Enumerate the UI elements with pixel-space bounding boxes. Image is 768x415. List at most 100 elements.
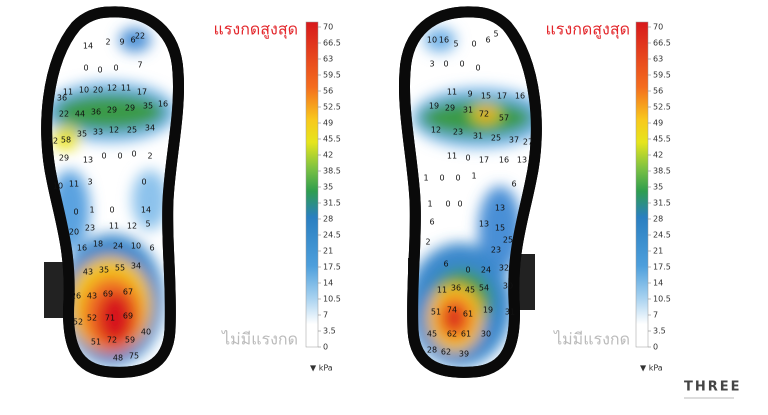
tick-label: 63 <box>323 55 333 64</box>
pressure-reading: 52 <box>73 318 83 327</box>
tick-label: 35 <box>323 183 333 192</box>
pressure-reading: 69 <box>123 312 133 321</box>
pressure-reading: 6 <box>511 180 516 189</box>
pressure-reading: 16 <box>158 100 168 109</box>
tick-label: 70 <box>653 23 663 32</box>
pressure-reading: 2 <box>147 152 152 161</box>
pressure-reading: 3 <box>87 178 92 187</box>
min-label: ไม่มีแรงกด <box>220 330 298 349</box>
pressure-reading: 2 <box>425 238 430 247</box>
pressure-reading: 36 <box>451 284 461 293</box>
tick-label: 31.5 <box>653 199 671 208</box>
tick-label: 28 <box>653 215 663 224</box>
pressure-reading: 24 <box>113 242 123 251</box>
pressure-reading: 45 <box>465 286 475 295</box>
pressure-reading: 22 <box>59 110 69 119</box>
pressure-reading: 29 <box>107 106 117 115</box>
pressure-reading: 51 <box>431 308 441 317</box>
pressure-reading: 29 <box>59 154 69 163</box>
pressure-reading: 51 <box>91 338 101 347</box>
pressure-reading: 34 <box>131 262 141 271</box>
pressure-reading: 12 <box>431 126 441 135</box>
pressure-reading: 25 <box>491 134 501 143</box>
tick-label: 35 <box>653 183 663 192</box>
pressure-reading: 19 <box>429 102 439 111</box>
tick-label: 66.5 <box>653 39 671 48</box>
pressure-reading: 23 <box>453 128 463 137</box>
tick-label: 66.5 <box>323 39 341 48</box>
pressure-reading: 35 <box>99 266 109 275</box>
tick-label: 52.5 <box>323 103 341 112</box>
pressure-reading: 25 <box>127 126 137 135</box>
pressure-reading: 7 <box>137 61 142 70</box>
pressure-reading: 0 <box>97 66 102 75</box>
pressure-reading: 37 <box>509 136 519 145</box>
pressure-reading: 29 <box>445 104 455 113</box>
pressure-reading: 75 <box>129 352 139 361</box>
tick-label: 49 <box>323 119 333 128</box>
pressure-reading: 1 <box>423 174 428 183</box>
pressure-reading: 30 <box>503 282 513 291</box>
pressure-reading: 0 <box>131 150 136 159</box>
pressure-reading: 45 <box>427 330 437 339</box>
pressure-reading: 6 <box>149 244 154 253</box>
pressure-reading: 16 <box>515 92 525 101</box>
pressure-reading: 34 <box>145 124 155 133</box>
pressure-reading: 57 <box>499 114 509 123</box>
pressure-reading: 6 <box>443 260 448 269</box>
pressure-reading: 26 <box>71 292 81 301</box>
tick-label: 10.5 <box>653 295 671 304</box>
pressure-reading: 10 <box>427 36 437 45</box>
tick-label: 21 <box>653 247 663 256</box>
pressure-reading: 32 <box>48 137 58 146</box>
tick-label: 14 <box>653 279 663 288</box>
pressure-reading: 31 <box>473 132 483 141</box>
pressure-reading: 6 <box>485 36 490 45</box>
pressure-reading: 5 <box>145 220 150 229</box>
pressure-reading: 12 <box>109 126 119 135</box>
logo: THREE <box>684 380 742 395</box>
pressure-reading: 0 <box>101 152 106 161</box>
pressure-reading: 17 <box>137 88 147 97</box>
pressure-reading: 36 <box>57 94 67 103</box>
pressure-reading: 39 <box>459 350 469 359</box>
pressure-reading: 67 <box>123 288 133 297</box>
tick-label: 10.5 <box>323 295 341 304</box>
pressure-reading: 0 <box>141 178 146 187</box>
tick-label: 17.5 <box>653 263 671 272</box>
tick-label: 45.5 <box>653 135 671 144</box>
pressure-reading: 9 <box>467 90 472 99</box>
pressure-reading: 62 <box>447 330 457 339</box>
pressure-reading: 0 <box>445 200 450 209</box>
tick-label: 0 <box>653 343 658 352</box>
tick-label: 52.5 <box>653 103 671 112</box>
pressure-reading: 1 <box>89 206 94 215</box>
pressure-reading: 0 <box>455 174 460 183</box>
pressure-reading: 10 <box>53 182 63 191</box>
pressure-reading: 72 <box>479 110 489 119</box>
pressure-reading: 11 <box>437 286 447 295</box>
tick-label: 31.5 <box>323 199 341 208</box>
pressure-reading: 43 <box>87 292 97 301</box>
pressure-reading: 44 <box>75 110 85 119</box>
pressure-reading: 48 <box>113 354 123 363</box>
pressure-reading: 19 <box>483 306 493 315</box>
tick-label: 56 <box>653 87 663 96</box>
pressure-reading: 18 <box>93 240 103 249</box>
pressure-reading: 31 <box>463 106 473 115</box>
pressure-reading: 59 <box>125 336 135 345</box>
pressure-reading: 13 <box>83 156 93 165</box>
pressure-reading: 35 <box>77 130 87 139</box>
pressure-reading: 12 <box>107 84 117 93</box>
pressure-reading: 13 <box>479 220 489 229</box>
tick-label: 38.5 <box>323 167 341 176</box>
tick-label: 45.5 <box>323 135 341 144</box>
pressure-reading: 11 <box>121 84 131 93</box>
pressure-reading: 0 <box>73 208 78 217</box>
pressure-reading: 61 <box>461 330 471 339</box>
pressure-reading: 15 <box>481 92 491 101</box>
pressure-reading: 32 <box>499 264 509 273</box>
pressure-reading: 5 <box>493 30 498 39</box>
pressure-reading: 29 <box>125 104 135 113</box>
